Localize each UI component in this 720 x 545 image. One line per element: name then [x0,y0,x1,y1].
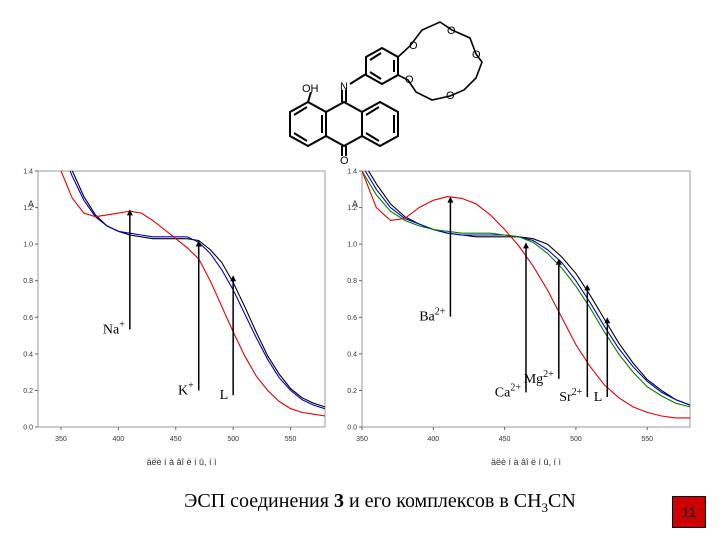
annotation-arrow-head [523,242,529,249]
x-tick-label: 450 [170,436,182,443]
annotation-arrow-head [604,317,611,324]
y-tick-label: 0.4 [23,351,33,358]
y-axis-label: A [28,199,34,209]
plot-frame [37,170,326,428]
y-axis-label: A [352,199,358,209]
series-line-2 [362,171,690,408]
right-benzene-ring [361,100,399,148]
spectrum-chart-alkaline-earth: 0.0 0.2 0.4 0.6 0.8 1.0 1.2 1.4 350 400 450 500 550 A… [347,169,691,467]
annotation-label-mg: Mg2+ [524,369,554,387]
atom-labels: OH N O O O O O O [302,25,481,167]
atom-label-n: N [340,81,348,93]
series-line-2 [60,171,325,417]
caption-middle: и его комплексов в CH [343,490,542,512]
atom-label-o: O [405,74,414,86]
y-tick-label: 1.2 [23,205,33,212]
annotation-arrow-head [584,284,591,291]
x-axis-label: äëè í à âî ë í û, í ì [146,457,216,467]
y-tick-label: 1.4 [23,169,33,176]
x-tick-label: 400 [427,436,439,443]
y-tick-label: 0.2 [23,388,33,395]
annotation-arrow-head [555,258,562,265]
plot-frame [361,170,691,428]
annotation-arrow-head [126,209,133,216]
annotation-label-ba: Ba2+ [419,307,446,325]
page-number: 11 [681,504,697,520]
slide-caption: ЭСП соединения 3 и его комплексов в CH3C… [140,490,620,516]
caption-subscript: 3 [541,500,549,515]
page-number-badge: 11 [672,496,706,528]
left-benzene-ring [289,100,327,148]
x-tick-label: 550 [285,436,297,443]
y-tick-label: 0.2 [347,388,357,395]
x-tick-label: 500 [227,436,239,443]
x-axis-label: äëè í à âî ë í û, í ì [491,457,561,467]
atom-label-o: O [409,40,418,52]
y-tick-label: 0.6 [347,315,357,322]
x-tick-label: 450 [499,436,511,443]
atom-label-o: O [446,90,455,102]
y-tick-label: 0.0 [347,425,357,432]
annotation-arrow-head [447,196,454,203]
annotation-label-l: L [220,388,229,403]
y-tick-label: 0.8 [347,278,357,285]
series-line-0 [71,171,325,408]
atom-label-o: O [447,25,456,37]
crown-ether-macrocycle [397,21,483,101]
y-tick-label: 0.4 [347,351,357,358]
central-ring [325,100,363,148]
chemical-structure [289,21,483,156]
annotation-arrow-head [195,240,202,247]
annotation-label-k: K+ [178,380,194,398]
y-tick-label: 0.0 [23,425,33,432]
annotation-label-sr: Sr2+ [559,387,582,405]
atom-label-oh: OH [302,83,319,95]
y-tick-label: 1.0 [23,242,33,249]
y-tick-label: 1.0 [347,242,357,249]
annotation-label-l: L [594,390,603,405]
x-tick-label: 400 [113,436,125,443]
x-tick-label: 350 [55,436,67,443]
caption-compound-number: 3 [333,490,344,512]
x-tick-label: 550 [641,436,653,443]
caption-prefix: ЭСП соединения [184,490,334,512]
spectrum-chart-alkali: 0.0 0.2 0.4 0.6 0.8 1.0 1.2 1.4 350 400 450 500 550 A… [23,169,326,467]
x-tick-label: 350 [356,436,368,443]
annotation-label-na: Na+ [103,319,125,337]
series-line-1 [69,171,325,410]
y-tick-label: 1.4 [347,169,357,176]
annotation-arrow-head [230,275,237,282]
series-line-1 [364,171,690,406]
y-tick-label: 0.8 [23,278,33,285]
atom-label-o: O [340,155,349,167]
atom-label-o: O [472,49,481,61]
y-tick-label: 1.2 [347,205,357,212]
caption-suffix: CN [548,490,576,512]
annotation-label-ca: Ca2+ [495,382,522,400]
y-tick-label: 0.6 [23,315,33,322]
x-tick-label: 500 [570,436,582,443]
